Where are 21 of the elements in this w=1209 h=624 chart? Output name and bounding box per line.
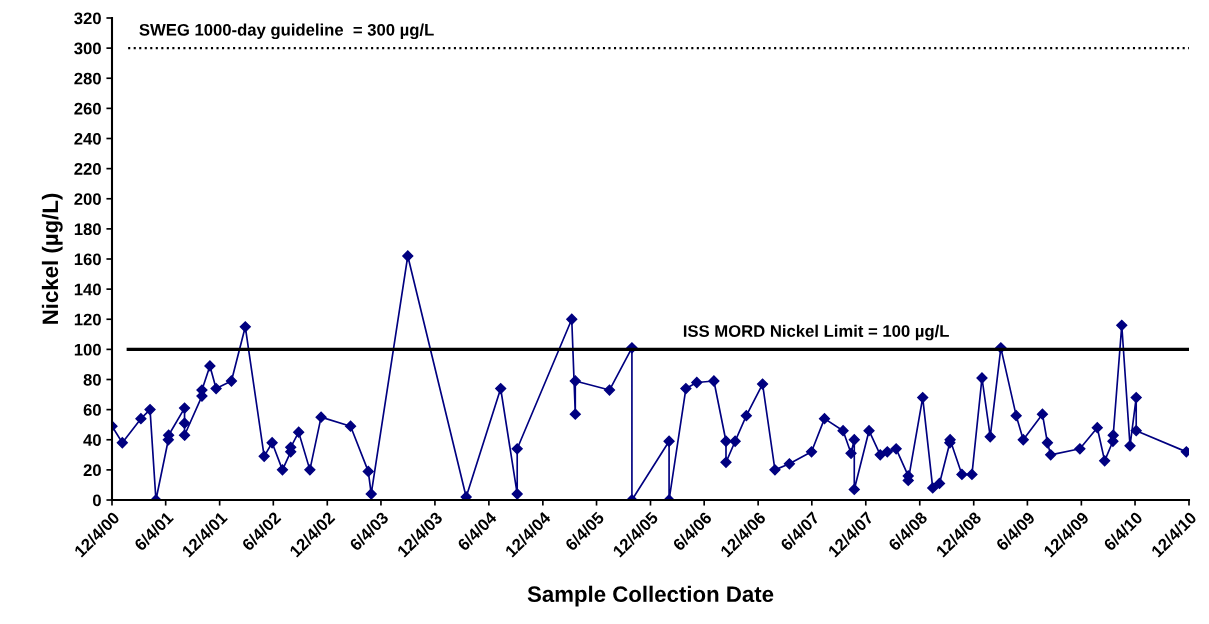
y-tick-label: 260 — [74, 102, 101, 115]
x-axis-title: Sample Collection Date — [527, 585, 774, 607]
ref-line-label: SWEG 1000-day guideline = 300 µg/L — [139, 23, 434, 40]
y-tick-label: 20 — [83, 464, 101, 477]
y-tick-label: 80 — [83, 373, 101, 386]
y-tick-label: 40 — [83, 434, 101, 446]
y-tick-label: 180 — [74, 223, 101, 236]
y-tick-label: 140 — [74, 283, 101, 296]
y-tick-label: 60 — [83, 404, 101, 416]
y-tick-label: 0 — [92, 494, 101, 507]
y-tick-label: 120 — [74, 313, 101, 326]
y-tick-label: 100 — [74, 343, 101, 356]
ref-line-label: ISS MORD Nickel Limit = 100 µg/L — [683, 324, 949, 341]
y-tick-label: 280 — [74, 72, 101, 85]
y-tick-label: 160 — [74, 253, 101, 266]
y-tick-label: 240 — [74, 132, 101, 145]
y-tick-label: 300 — [74, 42, 101, 55]
y-tick-label: 320 — [74, 12, 101, 25]
y-tick-label: 200 — [74, 193, 101, 205]
y-tick-label: 220 — [74, 163, 101, 175]
y-axis-title: Nickel (µg/L) — [41, 193, 63, 324]
